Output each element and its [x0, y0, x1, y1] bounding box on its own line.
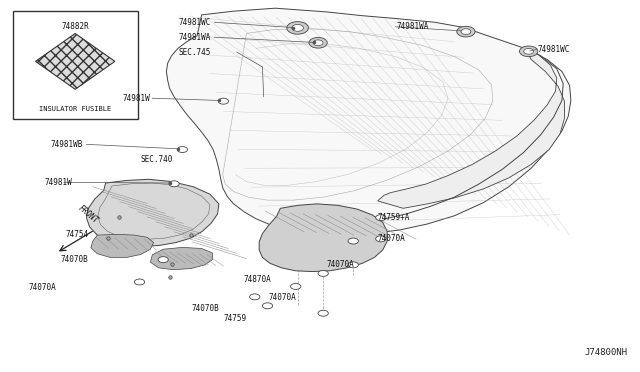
Circle shape — [376, 236, 386, 242]
Circle shape — [309, 38, 327, 48]
Circle shape — [348, 238, 358, 244]
Circle shape — [218, 98, 228, 104]
Text: 74754: 74754 — [65, 230, 88, 239]
Circle shape — [318, 270, 328, 276]
Circle shape — [461, 29, 471, 35]
Text: 74759: 74759 — [224, 314, 247, 323]
Circle shape — [250, 294, 260, 300]
Text: 74981WB: 74981WB — [51, 140, 83, 149]
Circle shape — [158, 257, 168, 263]
Text: 74070B: 74070B — [61, 255, 88, 264]
Circle shape — [177, 147, 188, 153]
Text: SEC.740: SEC.740 — [141, 155, 173, 164]
Text: SEC.745: SEC.745 — [179, 48, 211, 57]
Circle shape — [287, 22, 308, 34]
Circle shape — [376, 215, 386, 221]
Polygon shape — [86, 179, 219, 246]
Text: 74870A: 74870A — [243, 275, 271, 283]
Polygon shape — [91, 234, 154, 257]
Text: 74981WA: 74981WA — [397, 22, 429, 31]
Text: 74981WC: 74981WC — [538, 45, 570, 54]
Text: J74800NH: J74800NH — [584, 348, 627, 357]
Circle shape — [291, 283, 301, 289]
Polygon shape — [35, 33, 115, 89]
Text: FRONT: FRONT — [77, 203, 100, 225]
Text: 74981WA: 74981WA — [179, 33, 211, 42]
Text: 74981WC: 74981WC — [179, 18, 211, 27]
Text: 74070A: 74070A — [378, 234, 405, 243]
Text: 74070A: 74070A — [269, 293, 296, 302]
FancyBboxPatch shape — [13, 11, 138, 119]
Circle shape — [313, 40, 323, 46]
Text: 74070A: 74070A — [326, 260, 354, 269]
Text: 74981W: 74981W — [123, 94, 150, 103]
Text: INSULATOR FUSIBLE: INSULATOR FUSIBLE — [39, 106, 111, 112]
Text: 74882R: 74882R — [61, 22, 89, 31]
Polygon shape — [259, 204, 387, 272]
Polygon shape — [150, 247, 212, 270]
Text: 74070A: 74070A — [29, 283, 56, 292]
Circle shape — [292, 25, 303, 31]
Circle shape — [348, 262, 358, 268]
Text: 74070B: 74070B — [192, 304, 220, 313]
Circle shape — [457, 26, 475, 37]
Circle shape — [169, 181, 179, 187]
Circle shape — [318, 310, 328, 316]
Polygon shape — [166, 8, 571, 235]
Polygon shape — [378, 48, 564, 208]
Text: 74759+A: 74759+A — [378, 213, 410, 222]
Text: 74981W: 74981W — [45, 178, 72, 187]
Circle shape — [134, 279, 145, 285]
Circle shape — [524, 48, 534, 54]
Circle shape — [520, 46, 538, 57]
Circle shape — [262, 303, 273, 309]
